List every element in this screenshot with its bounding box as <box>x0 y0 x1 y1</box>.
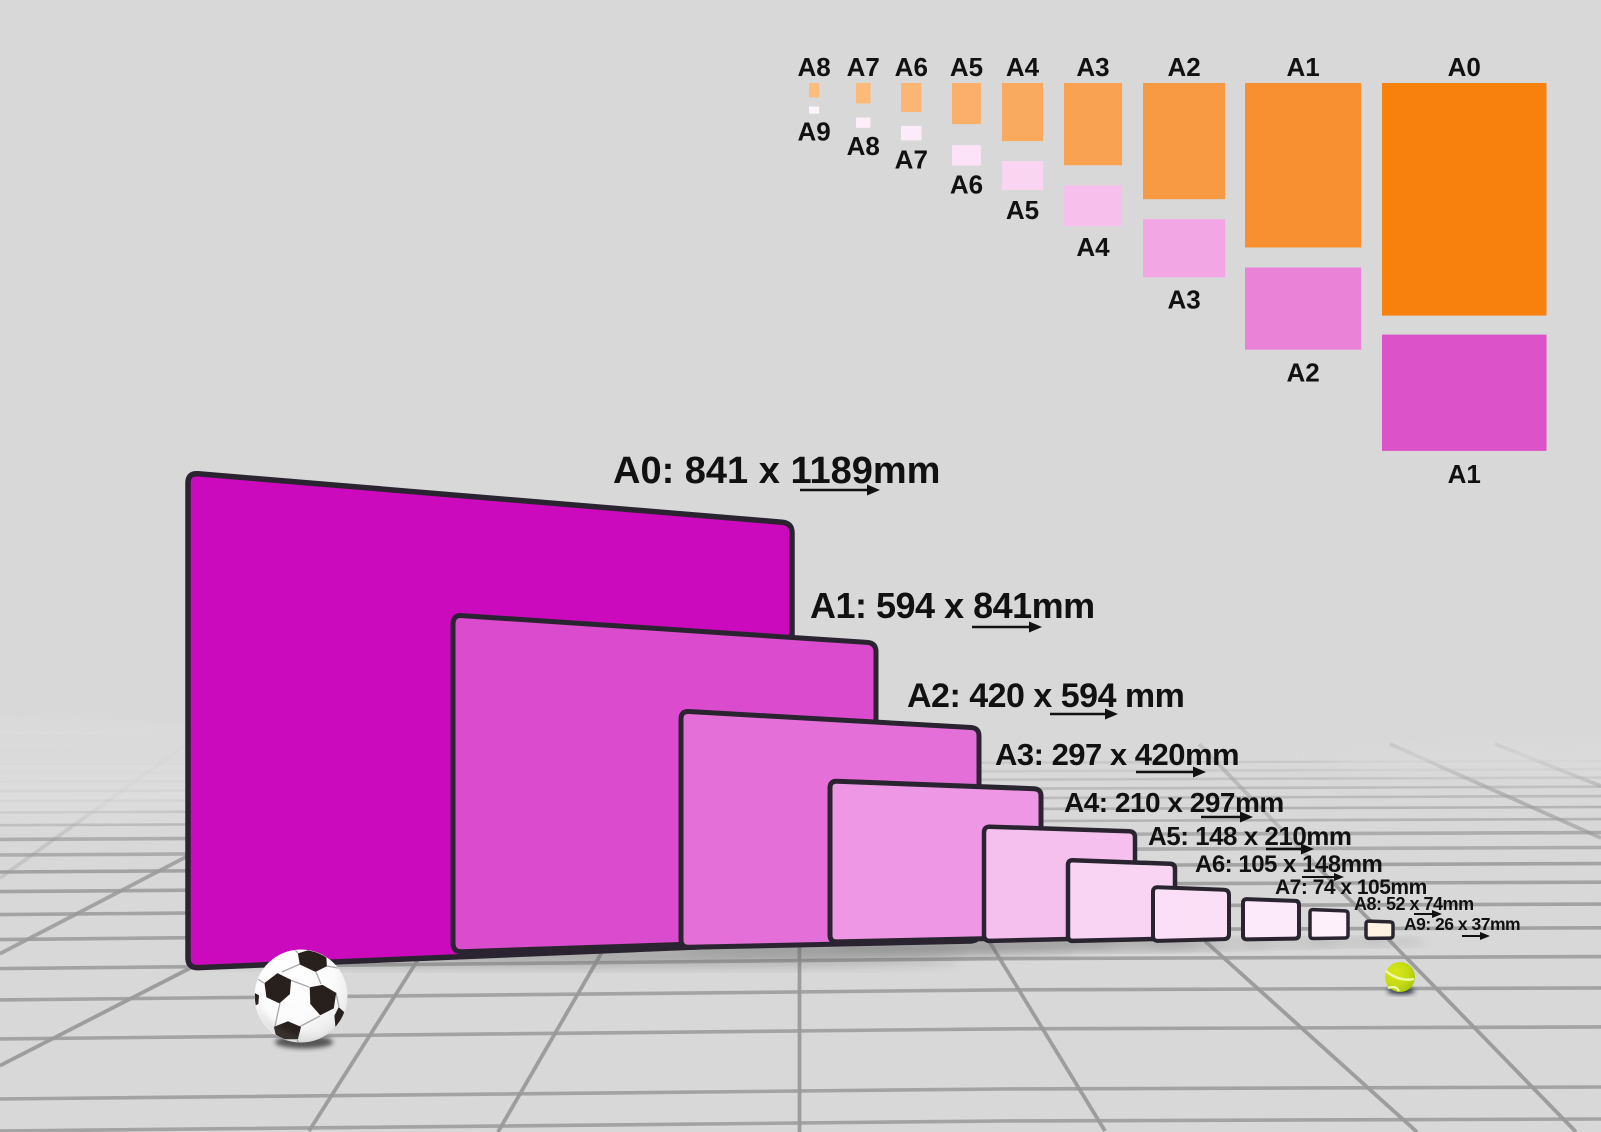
svg-text:A2: 420 x 594 mm: A2: 420 x 594 mm <box>907 677 1184 715</box>
svg-text:A8: A8 <box>847 131 880 161</box>
svg-text:A3: A3 <box>1076 52 1109 82</box>
svg-text:A7: A7 <box>847 52 880 82</box>
svg-text:A5: 148 x 210mm: A5: 148 x 210mm <box>1148 821 1352 851</box>
svg-text:A4: A4 <box>1076 232 1110 262</box>
svg-text:A1: 594 x 841mm: A1: 594 x 841mm <box>810 585 1095 626</box>
svg-text:A6: A6 <box>950 170 983 200</box>
svg-text:A1: A1 <box>1286 52 1319 82</box>
svg-text:A0: 841 x 1189mm: A0: 841 x 1189mm <box>613 450 940 492</box>
svg-text:A5: A5 <box>950 52 983 82</box>
svg-text:A3: 297 x 420mm: A3: 297 x 420mm <box>995 737 1239 772</box>
svg-text:A7: 74 x 105mm: A7: 74 x 105mm <box>1275 876 1427 899</box>
svg-text:A1: A1 <box>1448 459 1481 489</box>
svg-text:A8: A8 <box>797 52 830 82</box>
svg-text:A9: A9 <box>797 117 830 147</box>
svg-text:A4: A4 <box>1006 52 1040 82</box>
svg-text:A6: A6 <box>895 52 928 82</box>
svg-text:A9: 26 x 37mm: A9: 26 x 37mm <box>1404 914 1520 934</box>
svg-text:A3: A3 <box>1167 284 1200 314</box>
svg-text:A4: 210 x 297mm: A4: 210 x 297mm <box>1064 787 1284 818</box>
svg-text:A6: 105 x 148mm: A6: 105 x 148mm <box>1195 851 1382 878</box>
svg-text:A2: A2 <box>1286 358 1319 388</box>
svg-text:A5: A5 <box>1006 195 1039 225</box>
svg-text:A0: A0 <box>1448 52 1481 82</box>
svg-text:A7: A7 <box>895 144 928 174</box>
svg-text:A2: A2 <box>1167 52 1200 82</box>
svg-text:A8: 52 x 74mm: A8: 52 x 74mm <box>1354 894 1474 914</box>
